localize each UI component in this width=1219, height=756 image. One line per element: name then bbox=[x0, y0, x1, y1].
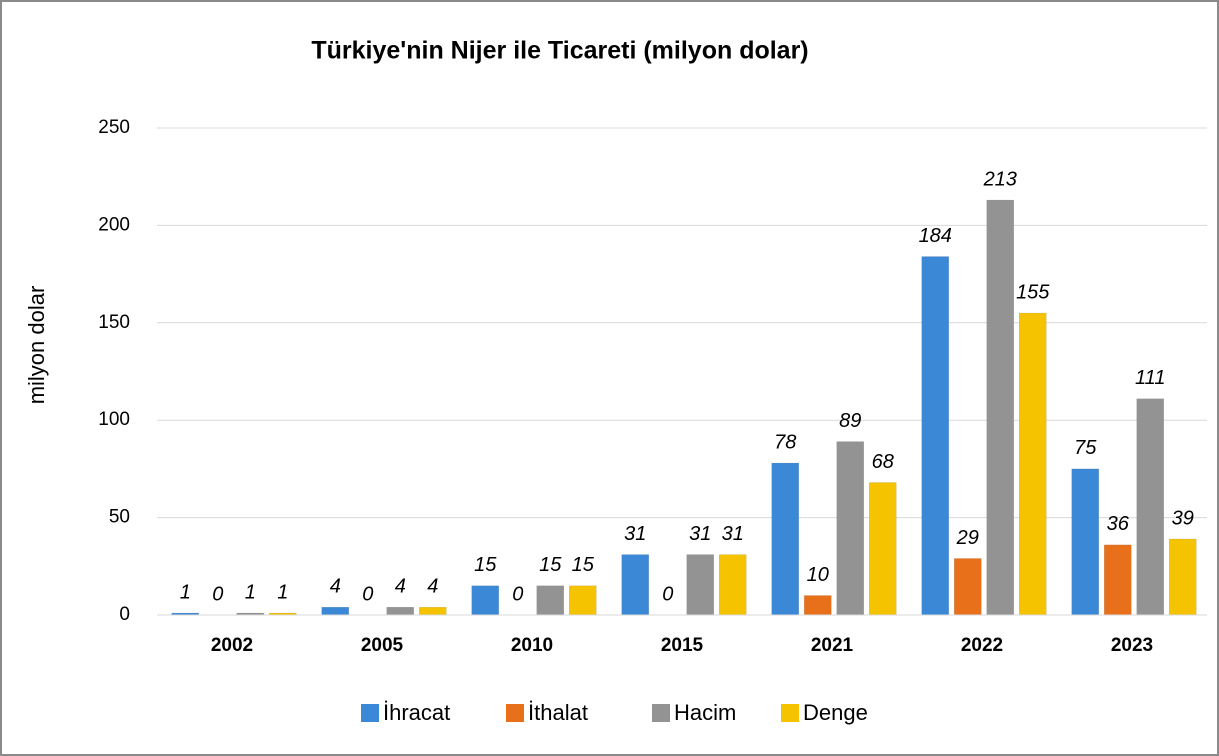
data-label: 68 bbox=[872, 451, 894, 473]
data-label: 75 bbox=[1074, 437, 1097, 459]
legend-label: İthalat bbox=[528, 700, 588, 725]
data-label: 1 bbox=[245, 581, 256, 603]
data-label: 184 bbox=[919, 225, 952, 247]
data-label: 89 bbox=[839, 410, 861, 432]
data-label: 4 bbox=[427, 575, 438, 597]
data-label: 15 bbox=[572, 554, 595, 576]
chart-title: Türkiye'nin Nijer ile Ticareti (milyon d… bbox=[311, 37, 808, 65]
x-tick-label: 2015 bbox=[661, 635, 704, 656]
data-label: 1 bbox=[180, 581, 191, 603]
bar bbox=[621, 554, 649, 616]
bar bbox=[1071, 468, 1099, 616]
data-label: 0 bbox=[512, 583, 523, 605]
bar bbox=[471, 585, 499, 616]
x-tick-label: 2010 bbox=[511, 635, 553, 656]
bar bbox=[836, 441, 864, 616]
y-tick-label: 150 bbox=[98, 312, 130, 333]
y-axis-label: milyon dolar bbox=[24, 286, 49, 405]
bar bbox=[771, 462, 799, 616]
bar bbox=[386, 606, 414, 616]
bar bbox=[1019, 312, 1047, 616]
data-label: 36 bbox=[1107, 513, 1130, 535]
y-tick-label: 250 bbox=[98, 117, 130, 138]
legend-swatch bbox=[652, 704, 670, 722]
data-label: 78 bbox=[774, 431, 796, 453]
x-tick-label: 2002 bbox=[211, 635, 253, 656]
data-label: 4 bbox=[330, 575, 341, 597]
bar bbox=[1169, 538, 1197, 616]
legend-label: Hacim bbox=[674, 700, 736, 725]
bar bbox=[869, 482, 897, 616]
legend-swatch bbox=[361, 704, 379, 722]
legend-swatch bbox=[506, 704, 524, 722]
x-tick-label: 2023 bbox=[1111, 635, 1153, 656]
data-label: 213 bbox=[983, 168, 1017, 190]
legend-label: İhracat bbox=[383, 700, 450, 725]
bar bbox=[804, 595, 832, 616]
bar bbox=[419, 606, 447, 616]
legend-label: Denge bbox=[803, 700, 868, 725]
data-label: 4 bbox=[395, 575, 406, 597]
bar bbox=[719, 554, 747, 616]
data-label: 0 bbox=[362, 583, 373, 605]
legend-swatch bbox=[781, 704, 799, 722]
y-tick-label: 0 bbox=[119, 604, 130, 625]
bar bbox=[1136, 398, 1164, 616]
bar bbox=[921, 256, 949, 616]
bar bbox=[986, 199, 1014, 616]
y-tick-label: 50 bbox=[109, 507, 130, 528]
data-label: 31 bbox=[689, 523, 711, 545]
data-label: 29 bbox=[956, 527, 979, 549]
data-label: 10 bbox=[807, 564, 829, 586]
data-label: 1 bbox=[277, 581, 288, 603]
x-tick-label: 2021 bbox=[811, 635, 854, 656]
data-label: 111 bbox=[1135, 367, 1165, 389]
data-label: 15 bbox=[474, 554, 497, 576]
bar bbox=[954, 558, 982, 616]
bar bbox=[686, 554, 714, 616]
data-label: 155 bbox=[1016, 281, 1050, 303]
y-tick-label: 100 bbox=[98, 409, 130, 430]
y-tick-label: 200 bbox=[98, 214, 130, 235]
data-label: 39 bbox=[1172, 507, 1194, 529]
data-label: 0 bbox=[662, 583, 673, 605]
bar bbox=[536, 585, 564, 616]
data-label: 0 bbox=[212, 583, 223, 605]
bar bbox=[569, 585, 597, 616]
data-label: 31 bbox=[722, 523, 744, 545]
data-label: 15 bbox=[539, 554, 562, 576]
bar bbox=[321, 606, 349, 616]
data-label: 31 bbox=[624, 523, 646, 545]
x-tick-label: 2005 bbox=[361, 635, 404, 656]
x-tick-label: 2022 bbox=[961, 635, 1003, 656]
bar bbox=[1104, 544, 1132, 616]
